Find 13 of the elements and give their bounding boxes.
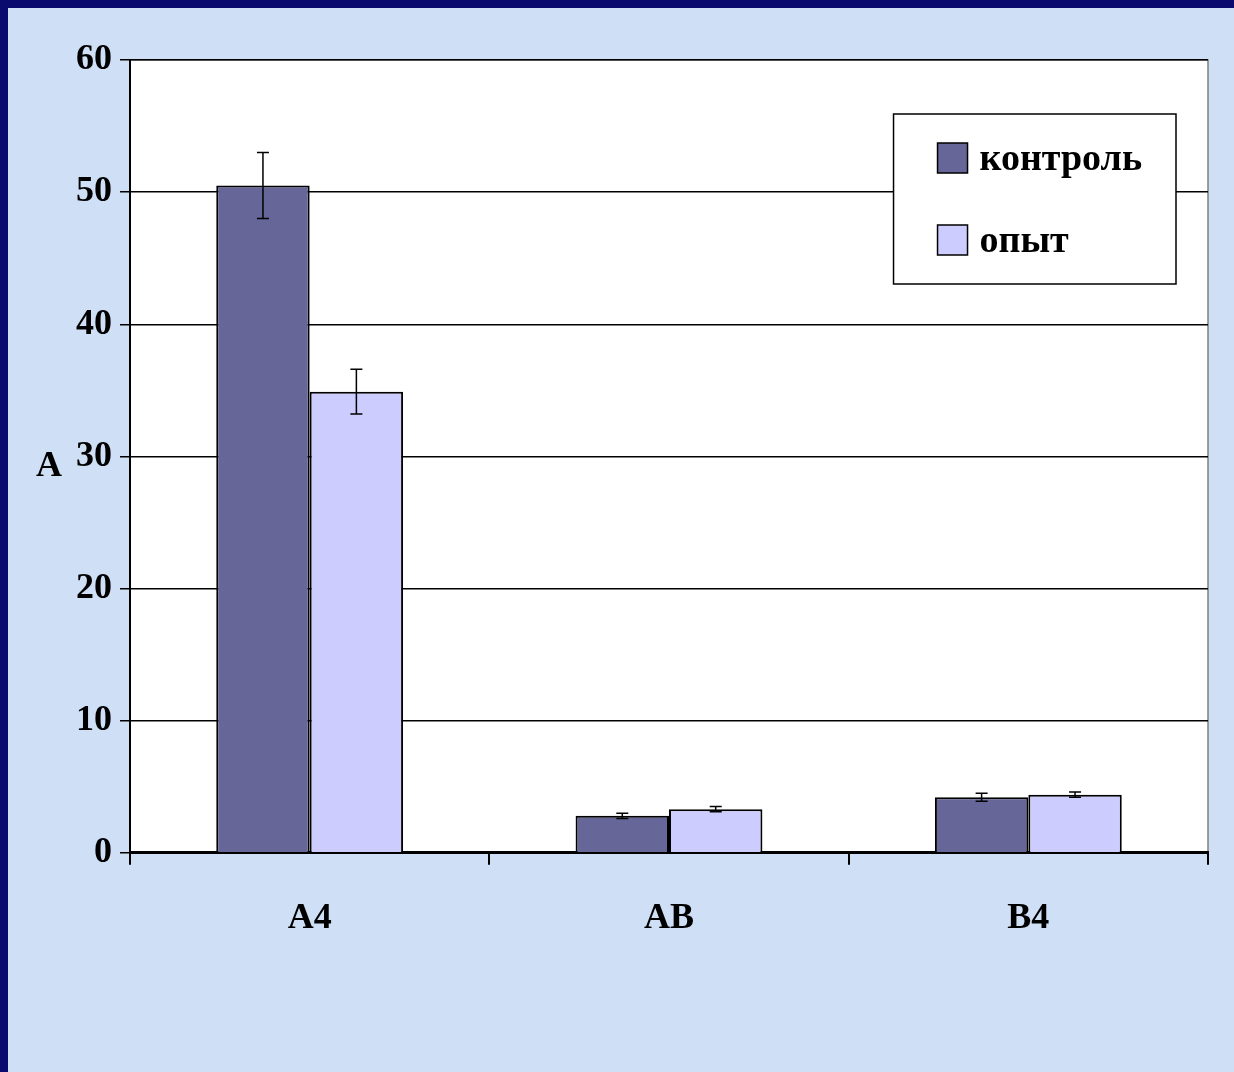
x-tick-label: A4 <box>287 895 332 936</box>
y-tick-label: 60 <box>76 37 112 78</box>
y-tick-label: 20 <box>76 565 112 606</box>
y-tick-label: 10 <box>76 697 112 738</box>
y-tick-label: 0 <box>94 830 112 871</box>
y-axis-title: A <box>36 443 62 484</box>
y-tick-label: 50 <box>76 169 112 210</box>
legend-label: опыт <box>979 217 1070 260</box>
x-tick-label: B4 <box>1007 895 1050 936</box>
x-tick-label: AB <box>643 895 695 936</box>
y-tick-label: 30 <box>76 433 112 474</box>
y-tick-label: 40 <box>76 301 112 342</box>
legend-label: контроль <box>979 135 1142 178</box>
